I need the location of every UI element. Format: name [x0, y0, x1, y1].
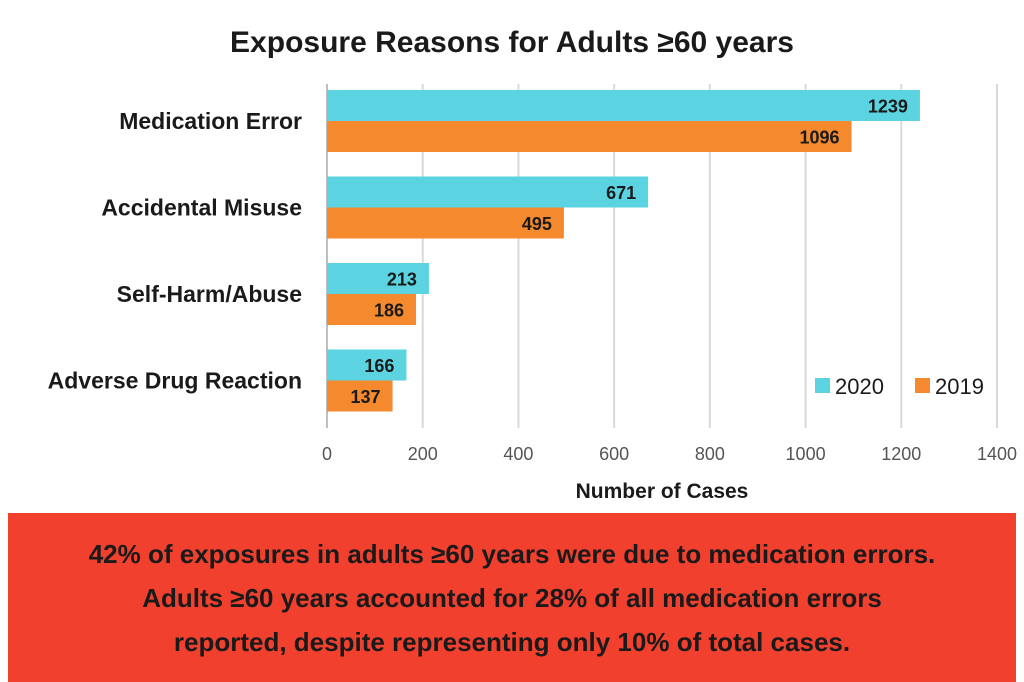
data-label-2019-1: 495	[522, 214, 552, 234]
summary-banner: 42% of exposures in adults ≥60 years wer…	[8, 513, 1016, 682]
category-labels: Medication Error Accidental Misuse Self-Ha…	[48, 108, 302, 394]
category-label-1: Accidental Misuse	[101, 195, 302, 221]
data-label-2019-2: 186	[374, 301, 404, 321]
bar-chart: Exposure Reasons for Adults ≥60 years 12…	[48, 26, 1017, 503]
data-label-2019-3: 137	[351, 387, 381, 407]
data-label-2020-2: 213	[387, 270, 417, 290]
bar-2020-0	[327, 90, 920, 121]
data-label-2020-3: 166	[364, 356, 394, 376]
x-tick-400: 400	[503, 444, 533, 464]
x-tick-1000: 1000	[786, 444, 826, 464]
data-label-2019-0: 1096	[799, 128, 839, 148]
legend-label-2019: 2019	[935, 374, 984, 399]
x-tick-0: 0	[322, 444, 332, 464]
banner-line-3: reported, despite representing only 10% …	[173, 626, 851, 657]
bar-2019-0	[327, 121, 852, 152]
legend: 2020 2019	[815, 374, 984, 399]
legend-swatch-2019	[915, 378, 930, 393]
x-tick-1200: 1200	[881, 444, 921, 464]
x-tick-labels: 0 200 400 600 800 1000 1200 1400	[322, 444, 1017, 464]
bar-2019-1	[327, 207, 564, 239]
banner-line-1: 42% of exposures in adults ≥60 years wer…	[88, 538, 936, 569]
x-tick-1400: 1400	[977, 444, 1017, 464]
x-tick-600: 600	[599, 444, 629, 464]
data-label-2020-0: 1239	[868, 97, 908, 117]
category-label-2: Self-Harm/Abuse	[117, 281, 302, 307]
x-tick-800: 800	[695, 444, 725, 464]
bar-2019-2	[327, 294, 417, 325]
banner-line-2: Adults ≥60 years accounted for 28% of al…	[142, 582, 882, 613]
bar-2020-3	[327, 349, 407, 381]
legend-swatch-2020	[815, 378, 830, 393]
category-label-0: Medication Error	[119, 108, 302, 134]
x-tick-200: 200	[408, 444, 438, 464]
legend-label-2020: 2020	[835, 374, 884, 399]
bar-2020-1	[327, 176, 649, 208]
x-axis-title: Number of Cases	[576, 480, 749, 503]
bar-2019-3	[327, 380, 393, 412]
data-label-2020-1: 671	[606, 183, 636, 203]
bars: 1239 1096 671 495 213 186 166 137	[327, 90, 920, 412]
category-label-3: Adverse Drug Reaction	[48, 368, 302, 394]
chart-title: Exposure Reasons for Adults ≥60 years	[230, 26, 794, 59]
bar-2020-2	[327, 263, 429, 294]
